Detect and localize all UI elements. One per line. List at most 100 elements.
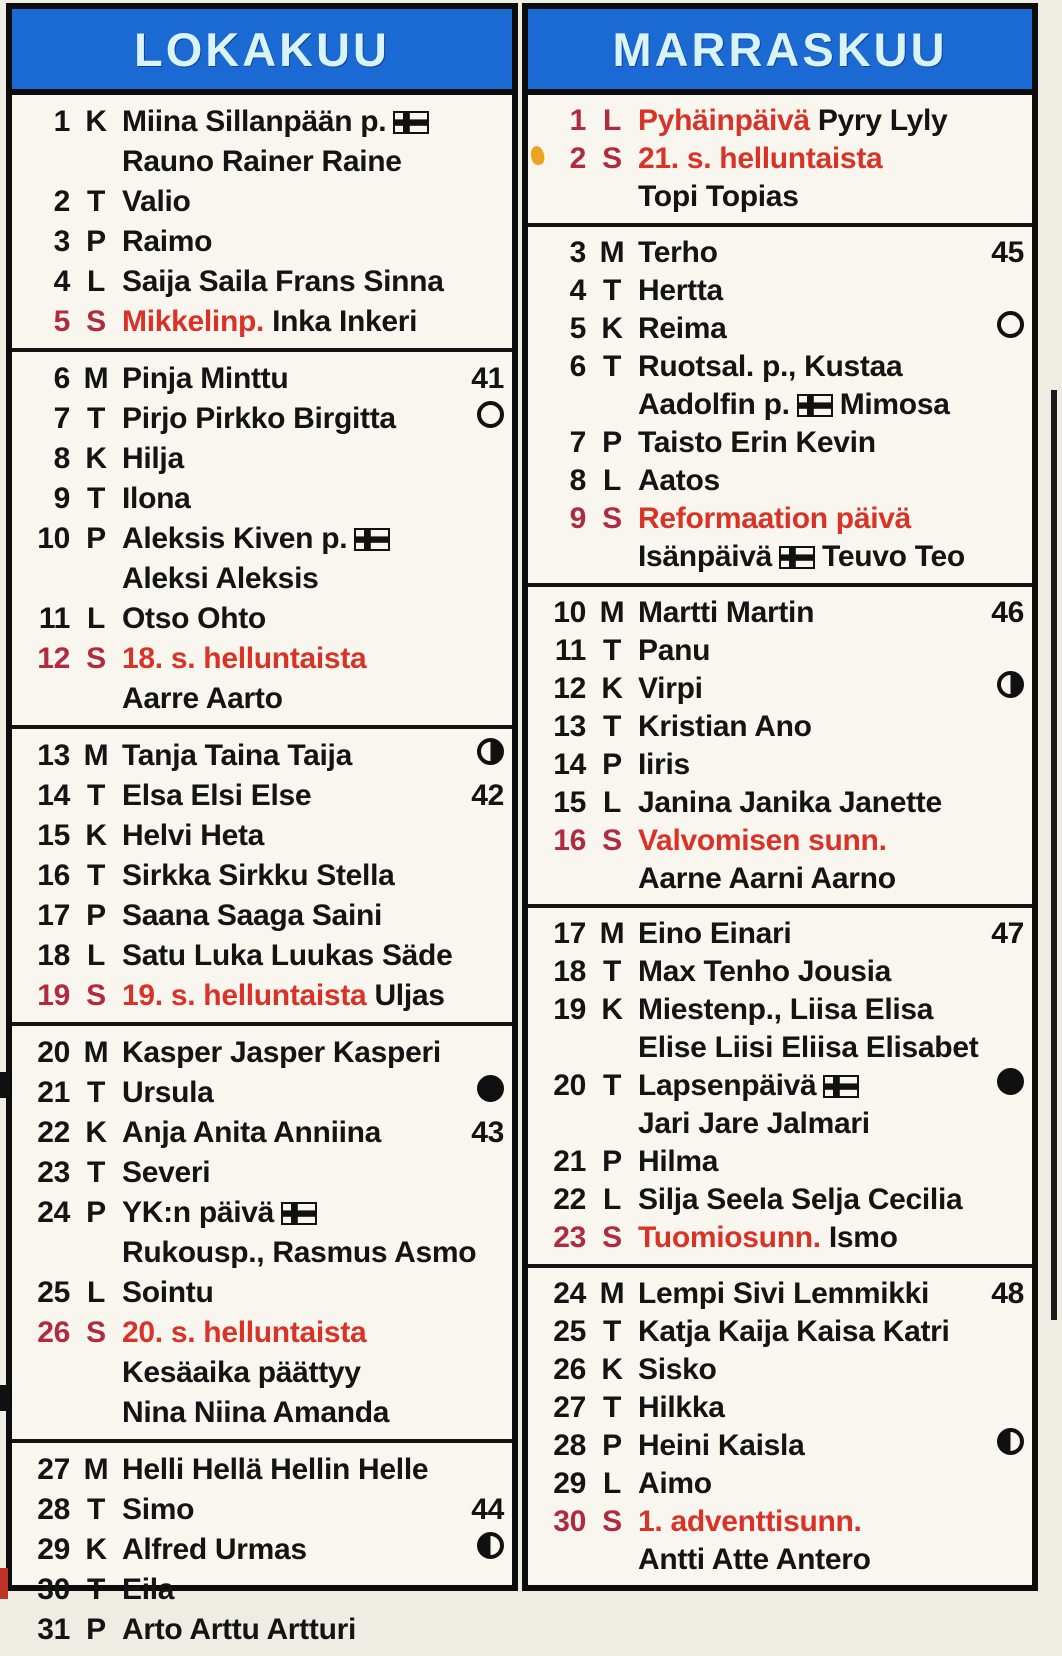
day-row: 23 T Severi [12,1153,512,1193]
week-number: 45 [991,235,1024,269]
day-row: 15 K Helvi Heta [12,816,512,856]
text-segment: Helvi Heta [122,819,265,852]
day-name-text: Hilja [122,439,184,479]
day-line: Kesäaika päättyy [12,1353,512,1393]
day-number: 31 [37,1613,70,1646]
day-line: 2 S 21. s. helluntaista [528,140,1032,178]
day-row: 4 T Hertta [528,272,1032,310]
edge-tab-mark-lower [0,1385,9,1411]
day-number: 2 [53,185,71,218]
day-row: 29 K Alfred Urmas [12,1530,512,1570]
text-segment: Rauno Rainer Raine [122,145,402,178]
day-number: 20 [553,1069,586,1103]
week-number: 42 [471,779,504,812]
day-line: Jari Jare Jalmari [528,1105,1032,1143]
day-name-text: Sirkka Sirkku Stella [122,856,395,896]
text-segment: Ismo [820,1221,898,1255]
day-row: 12 K Virpi [528,670,1032,708]
day-letter: K [601,311,623,345]
day-row: 25 L Sointu [12,1273,512,1313]
day-name-text: Lempi Sivi Lemmikki [638,1275,929,1313]
day-number: 29 [37,1533,70,1566]
day-line: 11 T Panu [528,632,1032,670]
day-number: 7 [53,402,71,435]
day-name-text: Lapsenpäivä [638,1067,866,1105]
text-segment: Rukousp., Rasmus Asmo [122,1236,477,1269]
day-line: 8 L Aatos [528,462,1032,500]
text-segment: Eila [122,1573,175,1606]
day-line: Antti Atte Antero [528,1541,1032,1579]
text-segment: Mimosa [839,387,950,421]
week-block: 24 M Lempi Sivi Lemmikki 48 25 T Katja Kaija K… [528,1264,1032,1585]
day-number: 9 [53,482,71,515]
day-name-text: 21. s. helluntaista [638,140,883,178]
day-line: 16 S Valvomisen sunn. [528,822,1032,860]
text-segment: Isänpäivä [638,539,773,573]
text-segment: Max Tenho Jousia [638,955,892,989]
day-number: 4 [53,265,71,298]
month-title: LOKAKUU [134,22,390,76]
text-segment: Ruotsal. p., Kustaa [638,349,903,383]
day-line: 5 K Reima [528,310,1032,348]
day-number: 30 [553,1505,586,1538]
day-number: 22 [553,1183,586,1217]
week-block: 1 L Pyhäinpäivä Pyry Lyly 2 S 21. s. hellunta… [528,95,1032,222]
day-line: Aleksi Aleksis [12,559,512,599]
day-row: 24 P YK:n päivä Rukousp., Rasmus Asmo [12,1193,512,1273]
day-row: 1 K Miina Sillanpään p. Rauno Rainer Raine [12,102,512,182]
page-edge-line [1051,390,1057,1320]
day-name-text: Hertta [638,272,723,310]
day-row: 11 T Panu [528,632,1032,670]
month-header: MARRASKUU [528,9,1032,95]
day-letter: L [602,463,622,497]
text-segment: Sointu [122,1276,214,1309]
month-body: 1 L Pyhäinpäivä Pyry Lyly 2 S 21. s. hellunta… [528,95,1032,1585]
day-number: 24 [553,1277,586,1310]
day-letter: T [602,633,622,667]
text-segment: Sisko [638,1353,717,1386]
day-name-text: Kasper Jasper Kasperi [122,1033,441,1073]
day-letter: T [602,349,622,383]
text-segment: Aatos [638,463,720,497]
holiday-text: Mikkelinp. [122,305,265,338]
day-row: 3 P Raimo [12,222,512,262]
last-quarter-moon-icon [997,670,1024,698]
day-line: 31 P Arto Arttu Artturi [12,1610,512,1650]
day-name-text: 20. s. helluntaista [122,1313,367,1353]
day-name-text: Eila [122,1570,174,1610]
day-name-text: Otso Ohto [122,599,266,639]
day-number: 12 [37,642,70,675]
text-segment: Hilkka [638,1391,725,1424]
text-segment: Aleksi Aleksis [122,562,319,595]
day-number: 30 [37,1573,70,1606]
day-name-text: Aimo [638,1465,712,1503]
day-row: 14 T Elsa Elsi Else 42 [12,776,512,816]
day-name-text: Ruotsal. p., Kustaa [638,348,903,386]
day-letter: L [86,265,106,298]
day-number: 26 [553,1353,586,1386]
day-number: 26 [37,1316,70,1349]
text-segment: Taisto Erin Kevin [638,425,876,459]
day-letter: T [86,1076,106,1109]
day-row: 2 S 21. s. helluntaista Topi Topias [528,140,1032,216]
day-letter: L [602,104,622,137]
day-name-text: Terho [638,234,718,272]
day-name-text: Iiris [638,746,690,784]
day-letter: K [85,1533,107,1566]
week-number: 44 [471,1493,504,1526]
text-segment: Kristian Ano [638,709,812,743]
right-slot: 44 [465,1490,504,1530]
day-name-text: Saana Saaga Saini [122,896,382,936]
day-name-text: Sointu [122,1273,214,1313]
text-segment: Inka Inkeri [264,305,418,338]
day-row: 17 M Eino Einari 47 [528,915,1032,953]
day-row: 2 T Valio [12,182,512,222]
day-line: 26 K Sisko [528,1351,1032,1389]
day-number: 14 [553,747,586,781]
day-line: 23 T Severi [12,1153,512,1193]
text-segment: Ursula [122,1076,214,1109]
day-row: 22 L Silja Seela Selja Cecilia [528,1181,1032,1219]
day-letter: K [601,671,623,705]
day-line: 3 M Terho 45 [528,234,1032,272]
text-segment: Aleksis Kiven p. [122,522,348,555]
